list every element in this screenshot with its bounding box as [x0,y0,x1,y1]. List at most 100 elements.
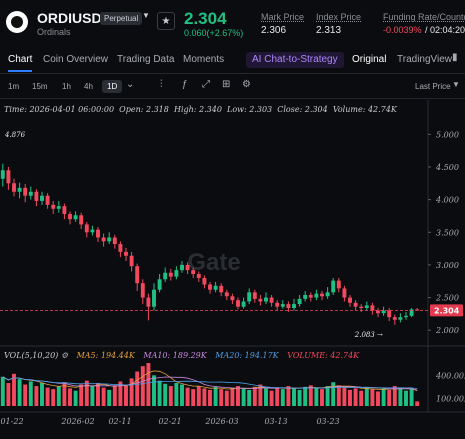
candle-body [297,298,302,305]
divider [0,73,465,74]
volume-bar [252,386,257,406]
candle-body [191,270,196,275]
candle-body [112,237,117,245]
tab-moments[interactable]: Moments [183,54,225,65]
vol-ma5: MA5: 194.44K [76,351,135,360]
interval-4h[interactable]: 4h [84,82,93,91]
vol-label: VOL(5,10,20) [4,351,59,360]
volume-bar [157,380,162,406]
volume-bar [17,379,22,406]
candle-body [280,304,285,307]
tab-chart[interactable]: Chart [8,54,33,65]
candle-body [359,306,364,309]
candle-body [292,304,296,309]
interval-15m[interactable]: 15m [32,82,48,91]
y-tick-label: 5.000 [436,130,459,139]
volume-bar [79,384,84,406]
last-price-tag-label: 2.304 [434,306,460,315]
candle-body [258,298,263,302]
volume-bar [185,387,190,406]
interval-1h[interactable]: 1h [62,82,71,91]
volume-bar [292,388,296,406]
volume-bar [124,384,128,406]
layout-icon[interactable]: ⊞ [222,79,231,90]
chevron-down-icon[interactable]: ▼ [452,80,460,89]
volume-bar [219,389,224,406]
candle-body [23,187,28,196]
chevron-down-icon[interactable]: ▼ [142,11,150,20]
candle-type-icon[interactable]: ⫶ [160,79,163,90]
y-tick-label: 4.000 [435,196,459,205]
funding-countdown: / 02:04:20 [425,25,465,35]
indicator-icon[interactable]: ƒ [182,79,188,90]
volume-bar [174,383,179,406]
volume-bar [264,388,268,406]
more-icon[interactable]: ▮ [452,52,458,63]
candle-body [196,274,201,278]
candle-body [0,170,5,179]
candle-body [230,296,235,301]
tab-trading-data[interactable]: Trading Data [117,54,175,65]
candle-body [118,244,123,252]
volume-bar [101,387,106,406]
volume-bar [398,387,403,406]
candle-body [140,283,145,298]
settings-icon[interactable]: ⚙ [242,79,251,90]
volume-bar [364,386,369,406]
x-tick-label: 2026-02 [60,417,94,426]
volume-bar [331,382,336,406]
candle-body [381,310,386,314]
y-tick-label: 4.500 [435,163,459,172]
draw-tool-icon[interactable]: ⤢ [202,79,210,90]
volume-bar [23,384,28,406]
vol-settings-icon[interactable]: ⚙ [60,351,69,360]
candle-body [12,183,16,192]
candle-body [146,297,151,307]
tab-original[interactable]: Original [352,54,387,65]
volume-bar [180,384,184,406]
candle-body [107,237,112,242]
candle-body [325,292,330,297]
x-tick-label: 02-21 [158,417,181,426]
price-mode-select[interactable]: Last Price [415,82,451,91]
candle-body [353,302,358,307]
candle-body [152,289,156,307]
volume-bar [213,386,218,406]
volume-bar [280,389,285,406]
candle-body [45,195,50,205]
last-price: 2.304 [184,9,227,28]
candle-body [314,293,319,298]
volume-bar [191,389,196,406]
volume-bar [6,383,11,406]
candle-body [62,206,67,214]
favorite-star-icon[interactable]: ★ [157,12,175,30]
y-tick-label: 2.500 [435,294,459,303]
candle-body [275,302,280,307]
candle-body [135,266,140,284]
volume-bar [376,391,380,406]
volume-bar [275,387,280,406]
candle-body [320,293,324,297]
high-price-marker: 4.876 [4,131,26,139]
vol-ma10: MA10: 189.29K [143,351,207,360]
interval-1d[interactable]: 1D [102,80,123,93]
volume-bar [45,387,50,406]
interval-1m[interactable]: 1m [8,82,20,91]
candle-body [185,264,190,271]
candle-body [286,304,291,309]
tab-ai-chat-to-strategy[interactable]: AI Chat-to-Strategy [246,52,344,68]
volume-bar [135,371,140,406]
candle-body [90,229,95,233]
candle-body [409,309,414,316]
candle-body [415,309,420,311]
chevron-down-icon[interactable]: ⌄ [126,79,135,90]
tab-coin-overview[interactable]: Coin Overview [43,54,109,65]
tab-tradingview[interactable]: TradingView [397,54,453,65]
symbol-name[interactable]: ORDIUSDT [37,10,111,26]
header-bar: ORDIUSDT Perpetual ▼ Ordinals ★ 2.304 0.… [0,0,465,46]
candle-body [370,305,375,311]
volume-bar [359,390,364,406]
coin-logo [6,11,28,33]
volume-bar [12,373,16,406]
